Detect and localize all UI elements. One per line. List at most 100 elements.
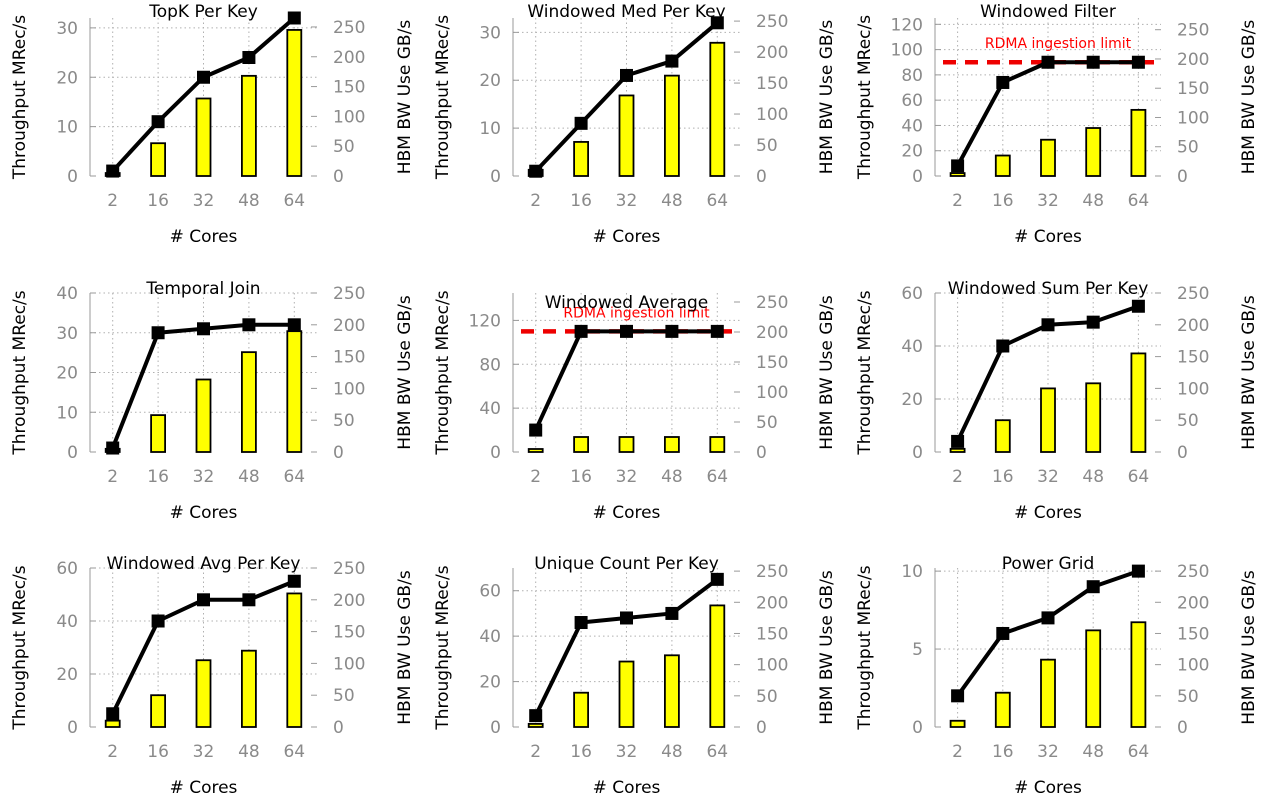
y2-tick-label: 200 xyxy=(756,593,788,613)
y-tick-label: 80 xyxy=(901,66,923,86)
x-tick-label: 64 xyxy=(1128,467,1150,487)
line-point xyxy=(151,614,165,628)
y2-tick-label: 200 xyxy=(1177,316,1209,336)
y2-axis-label: HBM BW Use GB/s xyxy=(817,20,837,175)
y2-tick-label: 150 xyxy=(756,624,788,644)
bar xyxy=(104,719,121,728)
y2-tick-label: 50 xyxy=(756,687,778,707)
chart-title: Unique Count Per Key xyxy=(534,554,719,574)
line-point xyxy=(287,11,301,25)
x-tick-label: 48 xyxy=(1082,191,1104,211)
line-point xyxy=(620,68,633,82)
y2-tick-label: 150 xyxy=(333,348,365,368)
line-point xyxy=(1086,580,1100,594)
x-tick-label: 2 xyxy=(107,742,118,762)
bar xyxy=(527,448,544,453)
line-point xyxy=(1131,564,1145,578)
y-tick-label: 0 xyxy=(490,167,501,187)
y2-tick-label: 100 xyxy=(333,379,365,399)
y2-tick-label: 0 xyxy=(1177,167,1188,187)
y-tick-label: 30 xyxy=(479,23,501,43)
y-tick-label: 80 xyxy=(479,355,501,375)
y2-tick-label: 150 xyxy=(1177,348,1209,368)
y2-axis-label: HBM BW Use GB/s xyxy=(817,570,837,725)
y2-tick-label: 50 xyxy=(1177,138,1199,158)
line-point xyxy=(242,593,256,607)
bar xyxy=(1130,621,1147,728)
x-tick-label: 2 xyxy=(530,742,541,762)
y2-tick-label: 200 xyxy=(333,591,365,611)
x-axis-label: # Cores xyxy=(1014,227,1082,247)
y2-axis-label: HBM BW Use GB/s xyxy=(817,295,837,450)
bar xyxy=(949,719,966,728)
y2-tick-label: 100 xyxy=(1177,379,1209,399)
y2-tick-label: 100 xyxy=(756,105,788,125)
limit-label: RDMA ingestion limit xyxy=(985,36,1132,52)
line-point xyxy=(1131,299,1145,313)
bar xyxy=(195,97,212,177)
y-tick-label: 20 xyxy=(56,665,78,685)
line-point xyxy=(620,611,633,625)
y2-tick-label: 250 xyxy=(756,12,788,32)
y-tick-label: 5 xyxy=(912,640,923,660)
y-tick-label: 10 xyxy=(479,119,501,139)
y-tick-label: 10 xyxy=(56,403,78,423)
line-point xyxy=(665,606,679,620)
y2-tick-label: 200 xyxy=(756,323,788,343)
y-axis-label: Throughput MRec/s xyxy=(10,15,30,180)
y2-tick-label: 0 xyxy=(756,167,767,187)
y-tick-label: 10 xyxy=(901,562,923,582)
line-point xyxy=(242,51,256,64)
bar xyxy=(1040,138,1056,177)
chart-title: TopK Per Key xyxy=(148,2,258,22)
x-tick-label: 32 xyxy=(1037,191,1059,211)
y2-tick-label: 200 xyxy=(1177,593,1209,613)
y2-tick-label: 0 xyxy=(756,718,767,738)
y2-tick-label: 150 xyxy=(756,353,788,373)
y-tick-label: 20 xyxy=(56,364,78,384)
bar xyxy=(240,351,257,453)
y-axis-label: Throughput MRec/s xyxy=(855,565,875,730)
y2-tick-label: 100 xyxy=(1177,656,1209,676)
y2-tick-label: 250 xyxy=(333,18,365,38)
y-tick-label: 0 xyxy=(67,167,78,187)
y-tick-label: 60 xyxy=(901,91,923,111)
y2-tick-label: 250 xyxy=(756,293,788,313)
x-tick-label: 48 xyxy=(238,467,260,487)
x-axis-label: # Cores xyxy=(170,778,238,798)
y-tick-label: 20 xyxy=(901,390,923,410)
y-axis-label: Throughput MRec/s xyxy=(433,15,453,180)
bar xyxy=(1085,382,1102,453)
y-tick-label: 40 xyxy=(479,399,501,419)
chart-panel: 0 20 40 60 0 50 100 150 200 250 2 16 32 48 64 Unique Co… xyxy=(433,554,837,798)
x-tick-label: 48 xyxy=(661,742,683,762)
y-tick-label: 30 xyxy=(56,324,78,344)
y-tick-label: 40 xyxy=(901,337,923,357)
y-tick-label: 0 xyxy=(490,718,501,738)
y2-tick-label: 50 xyxy=(1177,687,1199,707)
y2-tick-label: 200 xyxy=(333,48,365,68)
y2-tick-label: 250 xyxy=(1177,21,1209,41)
bar xyxy=(286,592,303,728)
y2-tick-label: 0 xyxy=(756,443,767,463)
line-point xyxy=(106,707,120,721)
x-tick-label: 32 xyxy=(1037,467,1059,487)
line-point xyxy=(996,339,1010,353)
y-tick-label: 60 xyxy=(479,582,501,602)
line-point xyxy=(1131,55,1145,69)
x-tick-label: 2 xyxy=(107,467,118,487)
y-tick-label: 120 xyxy=(891,15,923,35)
y-tick-label: 0 xyxy=(67,718,78,738)
bar xyxy=(709,436,726,453)
line-point xyxy=(106,441,120,455)
x-tick-label: 48 xyxy=(661,467,683,487)
x-tick-label: 16 xyxy=(570,467,592,487)
line-point xyxy=(1041,611,1055,625)
x-tick-label: 64 xyxy=(283,742,305,762)
x-tick-label: 2 xyxy=(107,191,118,211)
bar xyxy=(664,436,680,453)
y2-tick-label: 0 xyxy=(1177,718,1188,738)
bar xyxy=(573,691,589,728)
x-tick-label: 16 xyxy=(570,742,592,762)
line-point xyxy=(996,626,1010,640)
